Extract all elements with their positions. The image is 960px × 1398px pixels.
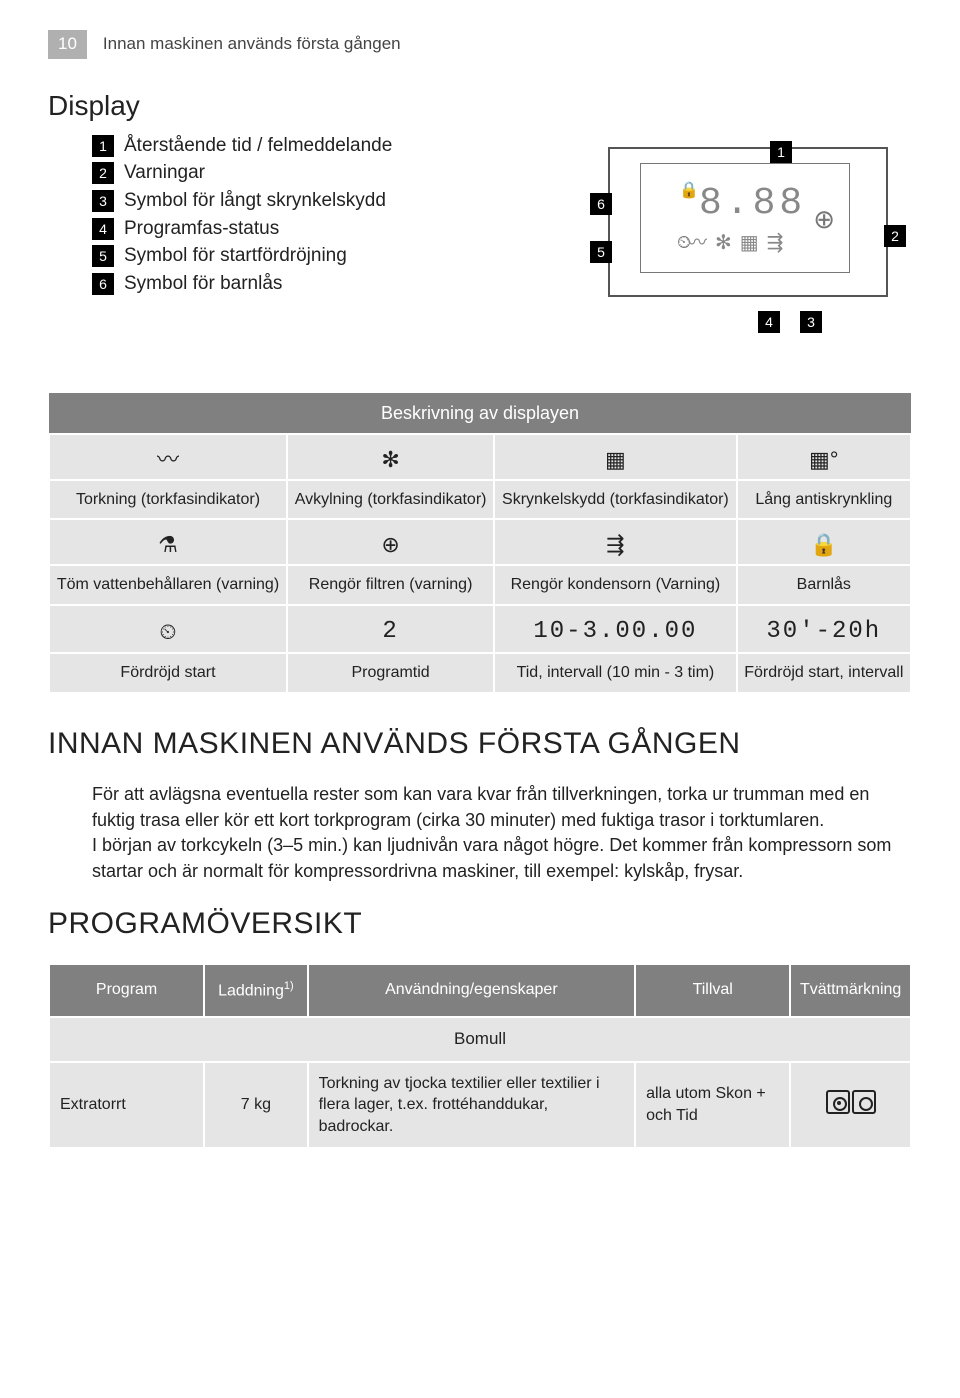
desc-icon: ⇶	[494, 519, 736, 565]
col-caremark: Tvättmärkning	[790, 964, 911, 1017]
list-text: Symbol för långt skrynkelskydd	[124, 188, 386, 214]
list-item: 4 Programfas-status	[92, 216, 552, 242]
desc-icon: ▦	[494, 434, 736, 480]
desc-seg: 2	[287, 605, 494, 653]
desc-seg: 30'-20h	[737, 605, 911, 653]
list-item: 5 Symbol för startfördröjning	[92, 243, 552, 269]
list-num: 2	[92, 162, 114, 184]
diagram-digits: 8.88	[699, 178, 806, 229]
desc-seg: 10-3.00.00	[494, 605, 736, 653]
diagram-inner: 🔒 8.88 ⏲ ⊕ 〰 ✻ ▦ ⇶	[640, 163, 850, 273]
lines-icon: ⇶	[767, 230, 784, 257]
desc-label: Rengör kondensorn (Varning)	[494, 565, 736, 605]
list-text: Symbol för startfördröjning	[124, 243, 347, 269]
list-text: Varningar	[124, 160, 205, 186]
care-symbol-icon	[826, 1090, 850, 1114]
desc-label: Töm vattenbehållaren (varning)	[49, 565, 287, 605]
list-text: Symbol för barnlås	[124, 271, 282, 297]
desc-label: Skrynkelskydd (torkfasindikator)	[494, 480, 736, 520]
first-use-paragraph: För att avlägsna eventuella rester som k…	[92, 782, 912, 884]
callout-1: 1	[770, 141, 792, 163]
desc-label: Avkylning (torkfasindikator)	[287, 480, 494, 520]
desc-label: Tid, intervall (10 min - 3 tim)	[494, 653, 736, 693]
col-usage: Användning/egenskaper	[308, 964, 636, 1017]
desc-icon: ✻	[287, 434, 494, 480]
col-program: Program	[49, 964, 204, 1017]
table-row: Extratorrt 7 kg Torkning av tjocka texti…	[49, 1062, 911, 1149]
cell-usage: Torkning av tjocka textilier eller texti…	[308, 1062, 636, 1149]
desc-icon: 〰	[49, 434, 287, 480]
desc-icon: 🔒	[737, 519, 911, 565]
callout-5: 5	[590, 241, 612, 263]
desc-table-title: Beskrivning av displayen	[49, 393, 911, 434]
cell-options: alla utom Skon + och Tid	[635, 1062, 790, 1149]
desc-label: Programtid	[287, 653, 494, 693]
crease-icon: ▦	[740, 230, 759, 257]
desc-label: Fördröjd start, intervall	[737, 653, 911, 693]
display-list: 1 Återstående tid / felmeddelande 2 Varnin…	[48, 133, 552, 363]
section-heading-first-use: INNAN MASKINEN ANVÄNDS FÖRSTA GÅNGEN	[48, 724, 912, 765]
list-item: 1 Återstående tid / felmeddelande	[92, 133, 552, 159]
list-item: 6 Symbol för barnlås	[92, 271, 552, 297]
lock-icon: 🔒	[679, 180, 699, 202]
program-table: Program Laddning1) Användning/egenskaper…	[48, 963, 912, 1150]
list-num: 6	[92, 273, 114, 295]
desc-label: Rengör filtren (varning)	[287, 565, 494, 605]
page-number: 10	[48, 30, 87, 59]
callout-6: 6	[590, 193, 612, 215]
prog-subhead: Bomull	[49, 1017, 911, 1062]
list-item: 3 Symbol för långt skrynkelskydd	[92, 188, 552, 214]
callout-2: 2	[884, 225, 906, 247]
desc-icon: ⚗	[49, 519, 287, 565]
cell-caremark	[790, 1062, 911, 1149]
desc-icon: ⏲	[49, 605, 287, 653]
list-num: 1	[92, 135, 114, 157]
section-heading-programs: PROGRAMÖVERSIKT	[48, 904, 912, 945]
desc-icon: ▦°	[737, 434, 911, 480]
list-num: 3	[92, 190, 114, 212]
page-header: 10 Innan maskinen används första gången	[48, 30, 912, 59]
callout-4: 4	[758, 311, 780, 333]
heat-icon: 〰	[687, 230, 707, 257]
display-heading: Display	[48, 87, 912, 125]
list-num: 5	[92, 245, 114, 267]
desc-label: Fördröjd start	[49, 653, 287, 693]
desc-label: Lång antiskrynkling	[737, 480, 911, 520]
care-symbol-icon	[852, 1090, 876, 1114]
running-head: Innan maskinen används första gången	[103, 33, 401, 56]
col-load: Laddning1)	[204, 964, 307, 1017]
globe-icon: ⊕	[813, 202, 835, 237]
desc-label: Barnlås	[737, 565, 911, 605]
desc-icon: ⊕	[287, 519, 494, 565]
diagram-outer: 🔒 8.88 ⏲ ⊕ 〰 ✻ ▦ ⇶ 1 2 3 4 5 6	[608, 147, 888, 297]
display-description-table: Beskrivning av displayen 〰 ✻ ▦ ▦° Torkni…	[48, 393, 912, 694]
desc-label: Torkning (torkfasindikator)	[49, 480, 287, 520]
cell-load: 7 kg	[204, 1062, 307, 1149]
phase-icons: 〰 ✻ ▦ ⇶	[687, 230, 783, 257]
list-text: Återstående tid / felmeddelande	[124, 133, 392, 159]
callout-3: 3	[800, 311, 822, 333]
fan-icon: ✻	[715, 230, 732, 257]
cell-program: Extratorrt	[49, 1062, 204, 1149]
list-num: 4	[92, 218, 114, 240]
list-text: Programfas-status	[124, 216, 279, 242]
list-item: 2 Varningar	[92, 160, 552, 186]
display-diagram: 🔒 8.88 ⏲ ⊕ 〰 ✻ ▦ ⇶ 1 2 3 4 5 6	[582, 133, 912, 363]
display-row: 1 Återstående tid / felmeddelande 2 Varnin…	[48, 133, 912, 363]
col-options: Tillval	[635, 964, 790, 1017]
